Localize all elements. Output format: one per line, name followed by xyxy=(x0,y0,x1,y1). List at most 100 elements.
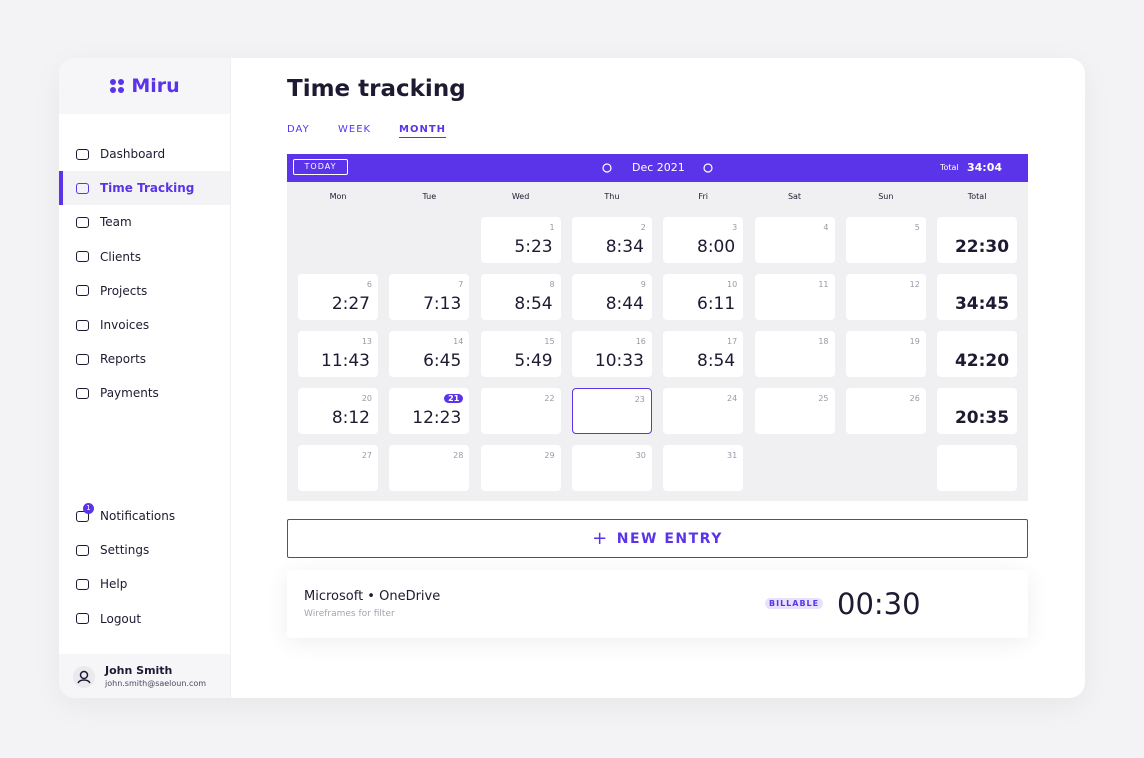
day-cell[interactable]: 14 6:45 xyxy=(389,331,470,377)
nav-icon xyxy=(76,182,89,194)
nav-item[interactable]: Time Tracking xyxy=(59,171,230,206)
day-cell[interactable]: 7 7:13 xyxy=(389,274,470,320)
view-tab[interactable]: MONTH xyxy=(399,124,447,138)
week-total: 22:30 xyxy=(954,237,1010,257)
day-number: 28 xyxy=(453,451,464,460)
next-month[interactable] xyxy=(703,163,713,173)
day-time: 12:23 xyxy=(412,408,462,428)
new-entry-label: NEW ENTRY xyxy=(616,530,723,547)
day-cell[interactable]: 28 xyxy=(389,445,470,491)
nav-icon xyxy=(76,285,89,297)
day-cell[interactable]: 16 10:33 xyxy=(571,331,652,377)
nav-item[interactable]: 1 Notifications xyxy=(59,499,230,533)
day-number: 26 xyxy=(909,394,920,403)
day-cell[interactable]: 22 xyxy=(480,388,561,434)
week-total: 34:45 xyxy=(954,294,1010,314)
weekday-label: Total xyxy=(967,192,987,201)
nav-label: Payments xyxy=(100,386,159,401)
day-time: 7:13 xyxy=(423,294,462,314)
day-cell[interactable]: 10 6:11 xyxy=(663,274,744,320)
nav-icon: 1 xyxy=(76,502,94,522)
day-cell[interactable]: 20 8:12 xyxy=(298,388,378,434)
nav-label: Logout xyxy=(100,611,142,626)
nav-icon xyxy=(76,148,89,160)
day-cell[interactable]: 29 xyxy=(480,445,561,491)
day-number: 1 xyxy=(549,223,555,232)
logo[interactable]: Miru xyxy=(59,58,230,114)
nav-icon xyxy=(76,353,89,365)
day-number: 21 xyxy=(444,394,464,403)
day-time: 8:12 xyxy=(331,408,370,428)
nav-item[interactable]: Logout xyxy=(59,602,230,636)
day-cell[interactable]: 11 xyxy=(754,274,835,320)
day-time: 6:45 xyxy=(423,351,462,371)
nav-item[interactable]: Clients xyxy=(59,240,230,274)
day-number: 3 xyxy=(732,223,738,232)
nav-label: Team xyxy=(100,215,132,230)
day-time: 8:54 xyxy=(514,294,553,314)
view-tab[interactable]: DAY xyxy=(287,124,310,135)
nav-icon xyxy=(76,251,89,263)
prev-month[interactable] xyxy=(602,163,612,173)
user-name: John Smith xyxy=(105,664,173,677)
day-cell[interactable]: 6 2:27 xyxy=(298,274,378,320)
day-cell[interactable]: 1 5:23 xyxy=(480,217,561,263)
day-cell[interactable]: 3 8:00 xyxy=(663,217,744,263)
logo-text: Miru xyxy=(131,75,180,97)
day-cell[interactable]: 9 8:44 xyxy=(571,274,652,320)
nav-item[interactable]: Projects xyxy=(59,274,230,308)
day-cell[interactable]: 5 xyxy=(845,217,926,263)
day-time: 2:27 xyxy=(331,294,370,314)
notification-badge: 1 xyxy=(83,502,94,514)
day-cell[interactable]: 18 xyxy=(754,331,835,377)
nav-item[interactable]: Dashboard xyxy=(59,137,230,171)
weekday-label: Sat xyxy=(787,192,802,201)
day-cell[interactable]: 30 xyxy=(571,445,652,491)
day-cell[interactable]: 23 xyxy=(571,388,652,434)
day-cell[interactable]: 8 8:54 xyxy=(480,274,561,320)
day-cell[interactable]: 15 5:49 xyxy=(480,331,561,377)
day-number: 27 xyxy=(361,451,372,460)
day-cell[interactable]: 4 xyxy=(754,217,835,263)
day-number: 30 xyxy=(635,451,646,460)
day-cell[interactable]: 17 8:54 xyxy=(663,331,744,377)
day-number: 14 xyxy=(453,337,464,346)
day-time: 8:54 xyxy=(697,351,736,371)
day-time: 5:49 xyxy=(514,351,553,371)
nav-item[interactable]: Reports xyxy=(59,342,230,376)
day-time: 8:44 xyxy=(605,294,644,314)
day-cell[interactable]: 19 xyxy=(845,331,926,377)
day-cell[interactable]: 25 xyxy=(754,388,835,434)
new-entry-button[interactable]: + NEW ENTRY xyxy=(287,519,1028,558)
nav-icon xyxy=(76,544,89,556)
day-number: 19 xyxy=(909,337,920,346)
time-entry[interactable]: Microsoft • OneDrive Wireframes for filt… xyxy=(287,570,1028,638)
nav-item[interactable]: Invoices xyxy=(59,308,230,342)
nav-item[interactable]: Payments xyxy=(59,376,230,410)
user-panel[interactable]: John Smith john.smith@saeloun.com xyxy=(59,654,230,698)
day-cell[interactable]: 31 xyxy=(663,445,744,491)
user-email: john.smith@saeloun.com xyxy=(105,679,207,688)
view-tab[interactable]: WEEK xyxy=(338,124,372,135)
today-button[interactable]: TODAY xyxy=(293,159,348,175)
week-total-cell: 42:20 xyxy=(937,331,1018,377)
day-number: 12 xyxy=(909,280,920,289)
day-number: 11 xyxy=(818,280,829,289)
nav-item[interactable]: Team xyxy=(59,205,230,239)
day-number: 13 xyxy=(361,337,372,346)
day-time: 8:34 xyxy=(605,237,644,257)
calendar-grid: Mon Tue Wed Thu Fri Sat Sun Total 1 5:23 2 8:34 3 8:0… xyxy=(287,182,1028,501)
day-cell[interactable]: 12 xyxy=(845,274,926,320)
nav-icon xyxy=(76,578,89,590)
nav-item[interactable]: Settings xyxy=(59,533,230,567)
day-number: 22 xyxy=(544,394,555,403)
day-cell[interactable]: 27 xyxy=(298,445,378,491)
day-cell[interactable]: 21 12:23 xyxy=(389,388,470,434)
day-cell[interactable]: 24 xyxy=(663,388,744,434)
day-cell[interactable]: 13 11:43 xyxy=(298,331,378,377)
week-total-cell: 22:30 xyxy=(937,217,1018,263)
day-cell[interactable]: 26 xyxy=(845,388,926,434)
day-cell[interactable]: 2 8:34 xyxy=(571,217,652,263)
nav-item[interactable]: Help xyxy=(59,567,230,601)
nav-icon xyxy=(76,319,89,331)
